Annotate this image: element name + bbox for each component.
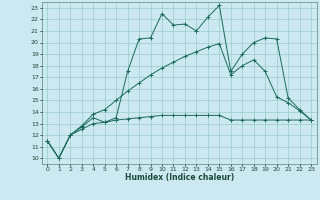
X-axis label: Humidex (Indice chaleur): Humidex (Indice chaleur) — [124, 173, 234, 182]
